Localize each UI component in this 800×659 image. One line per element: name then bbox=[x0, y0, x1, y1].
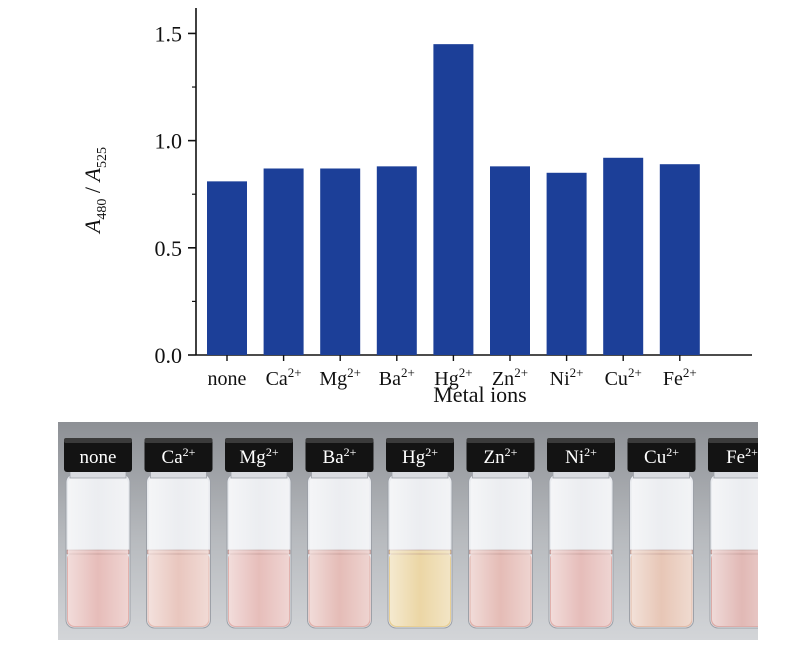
bar-zn bbox=[490, 166, 530, 355]
vial-cap bbox=[144, 438, 213, 472]
vial-label: none bbox=[80, 447, 117, 468]
vial-mg: Mg2+ bbox=[225, 438, 293, 629]
vials-photo: none Ca2+ Mg2+ Ba2+ Hg2+ Zn2+ Ni2+ Cu2+ Fe2+ bbox=[58, 422, 758, 640]
x-tick-label: Fe2+ bbox=[663, 365, 697, 390]
vial-none: none bbox=[64, 438, 132, 629]
x-tick-label: Ba2+ bbox=[379, 365, 415, 390]
bar-hg bbox=[433, 44, 474, 355]
vial-label: Hg2+ bbox=[402, 445, 438, 468]
vial-cap bbox=[627, 438, 696, 472]
vial-fe: Fe2+ bbox=[708, 438, 758, 629]
vial-label: Ni2+ bbox=[565, 445, 597, 468]
y-axis-title: A480 / A525 bbox=[80, 147, 110, 235]
x-tick-label: Hg2+ bbox=[434, 365, 472, 390]
vial-zn: Zn2+ bbox=[466, 438, 535, 629]
bar-ba bbox=[376, 166, 417, 355]
bar-mg bbox=[320, 168, 361, 355]
vial-cap bbox=[466, 438, 535, 472]
y-tick-label: 1.5 bbox=[155, 21, 183, 46]
vial-label: Ba2+ bbox=[323, 445, 357, 468]
x-tick-label: Zn2+ bbox=[492, 365, 528, 390]
vial-label: Zn2+ bbox=[484, 445, 518, 468]
bar-fe bbox=[659, 164, 700, 355]
vial-label: Ca2+ bbox=[162, 445, 196, 468]
x-tick-label: Ca2+ bbox=[266, 365, 302, 390]
vial-label: Fe2+ bbox=[726, 445, 758, 468]
bar-none bbox=[207, 181, 247, 355]
vial-ba: Ba2+ bbox=[305, 438, 374, 629]
vial-cap bbox=[64, 438, 132, 472]
vial-cap bbox=[225, 438, 293, 472]
y-tick-label: 0.0 bbox=[155, 343, 183, 368]
bar-cu bbox=[603, 157, 644, 355]
x-tick-label: none bbox=[208, 368, 247, 390]
vial-cap bbox=[708, 438, 758, 472]
x-axis-title: Metal ions bbox=[433, 382, 527, 407]
bar-ca bbox=[263, 168, 304, 355]
x-tick-label: Cu2+ bbox=[605, 365, 642, 390]
y-tick-label: 0.5 bbox=[155, 236, 183, 261]
vial-cap bbox=[305, 438, 374, 472]
vial-label: Cu2+ bbox=[644, 445, 679, 468]
vial-cu: Cu2+ bbox=[627, 438, 696, 629]
bar-chart: 0.0 0.5 1.0 1.5 none Ca2+ Mg2+ Ba2+ Hg2+ Zn2+ Ni2+… bbox=[80, 8, 752, 407]
vial-ca: Ca2+ bbox=[144, 438, 213, 629]
vial-ni: Ni2+ bbox=[547, 438, 615, 629]
vial-label: Mg2+ bbox=[239, 445, 278, 468]
vial-cap bbox=[547, 438, 615, 472]
y-tick-label: 1.0 bbox=[155, 129, 183, 154]
plot-area: 0.0 0.5 1.0 1.5 none Ca2+ Mg2+ Ba2+ Hg2+ Zn2+ Ni2+… bbox=[155, 8, 752, 390]
x-tick-label: Mg2+ bbox=[319, 365, 361, 390]
x-tick-label: Ni2+ bbox=[550, 365, 584, 390]
vial-hg: Hg2+ bbox=[386, 438, 454, 629]
bar-ni bbox=[546, 172, 587, 355]
vial-cap bbox=[386, 438, 454, 472]
